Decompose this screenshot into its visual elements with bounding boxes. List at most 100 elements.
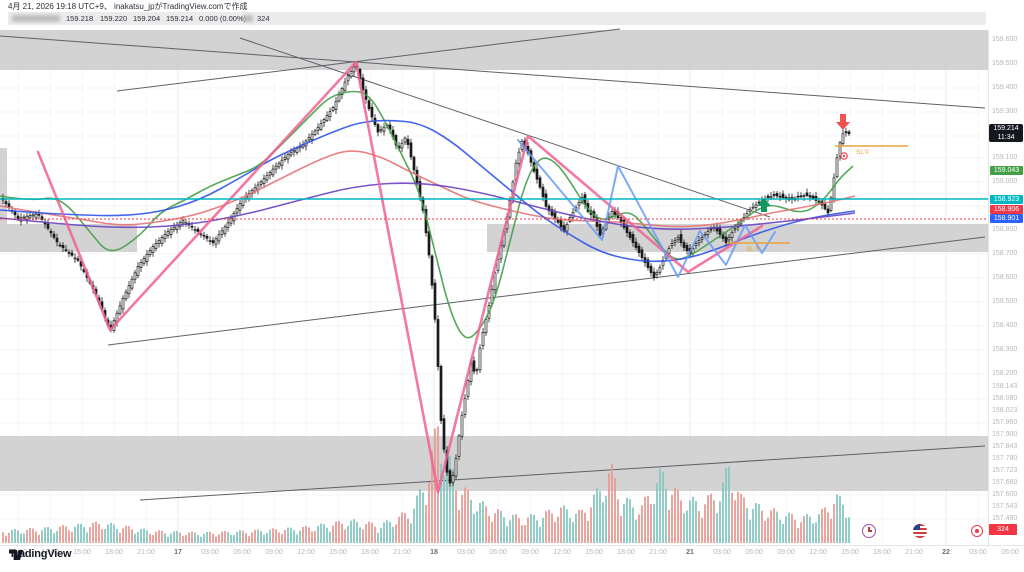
candle-body	[439, 366, 443, 421]
candle-body	[265, 175, 269, 181]
record-dot-icon[interactable]	[971, 525, 983, 537]
volume-bar	[371, 522, 373, 543]
volume-bar	[458, 509, 460, 543]
candle-body	[310, 133, 314, 140]
volume-bar	[722, 482, 724, 543]
candle-body	[799, 195, 803, 198]
volume-bar	[698, 511, 700, 543]
volume-bar	[434, 428, 436, 543]
volume-bar	[590, 507, 592, 543]
volume-bar	[344, 529, 346, 543]
volume-bar	[224, 530, 226, 543]
volume-bar	[527, 517, 529, 543]
volume-bar	[821, 508, 823, 543]
volume-bar	[602, 502, 604, 543]
volume-bar	[215, 536, 217, 543]
candle-body	[64, 249, 68, 252]
volume-bar	[848, 517, 850, 543]
volume-bar	[626, 497, 628, 543]
candle-body	[316, 127, 320, 131]
volume-bar	[206, 531, 208, 543]
candle-body	[751, 206, 755, 209]
volume-bar	[782, 523, 784, 543]
volume-bar	[455, 490, 457, 543]
volume-bar	[500, 510, 502, 543]
volume-bar	[149, 533, 151, 543]
timer-icon[interactable]	[862, 524, 876, 538]
volume-bar	[350, 520, 352, 543]
us-flag-event-icon[interactable]	[913, 524, 927, 538]
volume-bar	[785, 516, 787, 543]
volume-bar	[80, 523, 82, 543]
volume-bar	[815, 522, 817, 543]
volume-bar	[578, 509, 580, 543]
candle-body	[844, 131, 848, 133]
volume-bar	[428, 482, 430, 543]
time-axis-label: 12:00	[553, 549, 571, 556]
time-axis-label: 06:00	[745, 549, 763, 556]
volume-bar	[764, 520, 766, 543]
volume-bar	[425, 505, 427, 543]
candle-body	[403, 137, 407, 143]
candle-body	[679, 234, 683, 243]
volume-bar	[689, 500, 691, 543]
volume-bar	[11, 529, 13, 543]
volume-bar	[509, 520, 511, 543]
candle-body	[55, 237, 59, 243]
volume-bar	[494, 513, 496, 543]
volume-bar	[212, 533, 214, 543]
candle-body	[226, 222, 230, 229]
candle-body	[718, 227, 722, 235]
candle-body	[349, 70, 353, 78]
volume-bar	[74, 526, 76, 543]
volume-bar	[794, 519, 796, 543]
volume-bar	[473, 513, 475, 543]
volume-bar	[251, 532, 253, 543]
trendline	[0, 35, 986, 109]
candle-body	[412, 156, 416, 171]
candle-body	[448, 470, 452, 484]
volume-bar	[5, 535, 7, 543]
candle-body	[295, 147, 299, 153]
volume-bar	[254, 529, 256, 543]
candle-body	[205, 235, 209, 239]
volume-bar	[563, 505, 565, 543]
gray-zone	[0, 30, 988, 70]
volume-bar	[47, 526, 49, 543]
volume-bar	[521, 525, 523, 543]
candle-body	[436, 319, 440, 367]
volume-bar	[221, 531, 223, 543]
volume-bar	[569, 518, 571, 543]
volume-bar	[356, 521, 358, 543]
ma-red	[0, 150, 856, 228]
tradingview-logo[interactable]: TradingView	[9, 548, 72, 560]
price-axis-label: 159.300	[992, 108, 1018, 115]
candle-body	[220, 230, 224, 235]
volume-bar	[281, 534, 283, 543]
volume-bar	[671, 494, 673, 543]
volume-bar	[104, 528, 106, 543]
time-axis[interactable]: 09:00 12:00 15:00 18:00 21:00 17 03:00 06:00 09:…	[0, 545, 1024, 561]
price-axis[interactable]: 159.600 159.500 159.400 159.300 159.100 159.0…	[988, 30, 1024, 545]
ma-blue	[0, 119, 856, 263]
candle-body	[16, 215, 20, 219]
candle-body	[430, 255, 434, 286]
candle-body	[238, 203, 242, 211]
price-axis-label: 157.723	[992, 467, 1018, 474]
volume-bar	[584, 512, 586, 543]
volume-bar	[314, 530, 316, 543]
candle-body	[730, 232, 734, 238]
volume-bar	[452, 468, 454, 543]
volume-bar	[662, 471, 664, 543]
volume-bar	[695, 500, 697, 543]
volume-bar	[797, 528, 799, 543]
time-axis-day-label: 21	[686, 549, 694, 556]
volume-bar	[680, 500, 682, 543]
candle-body	[259, 181, 263, 185]
volume-bar	[629, 499, 631, 543]
candle-body	[847, 131, 851, 135]
volume-bar	[32, 528, 34, 543]
candle-body	[49, 230, 53, 234]
volume-bar	[632, 507, 634, 543]
